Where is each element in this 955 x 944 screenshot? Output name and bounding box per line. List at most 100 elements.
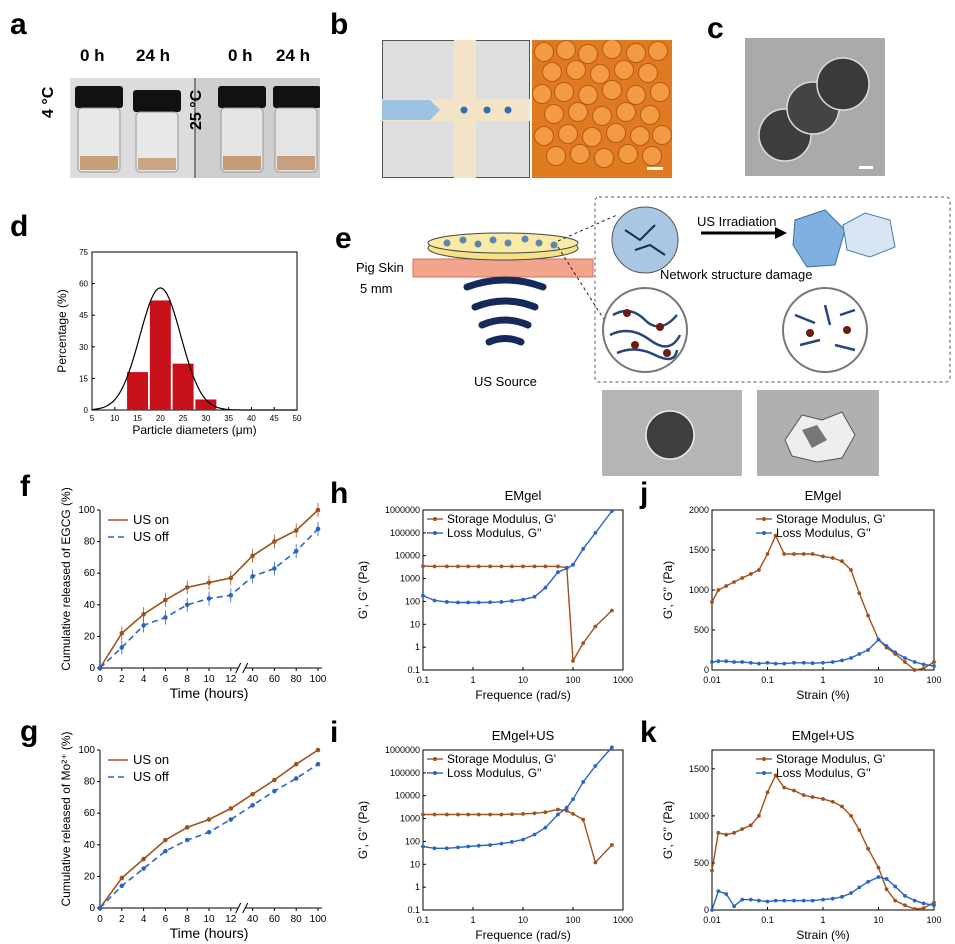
y-axis-label: Percentage (%) [55,289,69,372]
data-point [740,576,745,580]
x-tick-label: 0 [97,914,103,925]
chart-title: EMgel [805,488,842,503]
data-point [315,747,321,753]
data-point [893,898,898,903]
x-tick-label: 100 [926,675,941,685]
data-point [821,797,825,801]
droplet [534,126,554,146]
x-tick-label: 2 [119,674,125,685]
data-point [250,803,255,808]
data-point [206,817,212,822]
data-point [724,832,729,837]
data-point [716,588,721,592]
y-tick-label: 80 [84,537,96,548]
pig-skin-label: Pig Skin [356,260,404,275]
data-point [593,530,598,535]
data-point [857,591,862,596]
y-tick-label: 100 [78,505,95,516]
data-point [432,564,437,569]
legend-marker [433,531,437,535]
data-point [476,600,481,605]
data-point [921,662,926,667]
data-point [893,650,898,655]
y-tick-label: 0 [84,406,89,415]
data-point [921,906,926,911]
x-tick-label: 60 [269,914,281,925]
data-point [499,841,504,846]
data-point [866,613,871,618]
data-point [884,877,889,881]
data-point [912,660,917,664]
y-tick-label: 30 [79,343,88,352]
data-point [773,661,778,666]
data-point [821,897,825,902]
label-24h-4c: 24 h [136,46,171,65]
data-point [773,533,778,538]
data-point [571,659,575,663]
x-tick-label: 10 [873,675,883,685]
data-point [206,580,212,585]
x-tick-label: 0 [97,674,103,685]
data-point [810,661,815,666]
histogram-bar [195,399,217,410]
data-point [593,860,598,865]
droplets-micrograph [532,40,672,178]
data-point [903,656,907,660]
y-tick-label: 100 [78,745,95,756]
data-point [912,898,917,903]
axis-break-mark [242,662,249,674]
x-axis-label: Time (hours) [170,685,249,701]
scale-bar [647,167,663,170]
data-point [765,660,770,665]
x-tick-label: 5 [90,414,95,423]
data-point [272,788,277,794]
x-tick-label: 100 [565,915,580,925]
data-point [792,788,796,793]
data-point [510,812,514,817]
data-point [141,866,146,871]
x-tick-label: 40 [247,674,259,685]
data-point [543,564,548,569]
data-point [821,554,825,559]
data-point [581,817,586,822]
data-point [556,564,560,569]
data-point [932,664,936,668]
data-point [849,656,853,660]
y-tick-label: 100 [405,596,420,606]
x-tick-label: 100 [926,915,941,925]
data-point [710,660,714,664]
droplet [578,44,598,64]
legend-marker [762,531,766,535]
data-point [921,901,926,906]
data-point [732,830,736,835]
data-point [543,825,548,830]
label-4c: 4 °C [40,86,57,118]
droplet [558,124,578,144]
x-tick-label: 15 [133,414,142,423]
data-point [250,791,255,797]
us-wave-icon [463,276,547,346]
data-point [421,564,425,569]
data-point [716,830,721,835]
data-point [432,812,437,817]
droplet [618,144,638,164]
droplet [638,63,658,83]
vial-1 [75,86,123,173]
y-tick-label: 1000000 [385,505,420,515]
x-tick-label: 2 [119,914,125,925]
data-point [456,845,460,850]
data-point [581,780,586,784]
data-point [748,572,753,576]
axis-break-mark [235,902,242,914]
data-point [184,602,190,608]
data-point [163,597,168,603]
y-tick-label: 2000 [689,505,709,515]
x-tick-label: 35 [224,414,233,423]
y-tick-label: 10 [410,619,420,629]
x-tick-label: 1 [470,675,475,685]
axis-break-mark [242,902,249,914]
data-point [782,661,787,666]
droplet [626,43,646,63]
data-point [857,828,862,832]
series-line-storage-modulus [423,808,613,864]
